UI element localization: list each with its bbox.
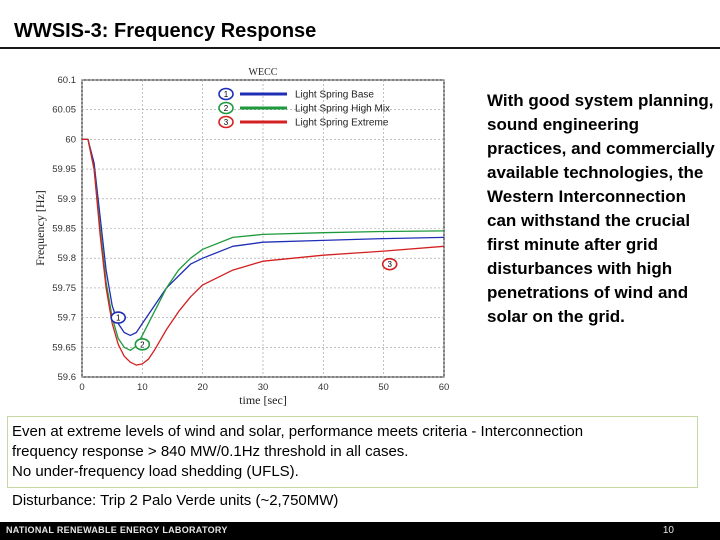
- callout-line: No under-frequency load shedding (UFLS).: [12, 463, 299, 480]
- legend-marker-label: 3: [224, 118, 229, 127]
- x-axis-label: time [sec]: [239, 393, 287, 407]
- disturbance-note: Disturbance: Trip 2 Palo Verde units (~2…: [12, 492, 339, 509]
- series-line-1: [82, 138, 445, 337]
- legend-entry-1: 1 Light Spring Base: [218, 87, 374, 101]
- footer-lab-name: NATIONAL RENEWABLE ENERGY LABORATORY: [6, 525, 228, 535]
- chart-title: WECC: [249, 67, 278, 78]
- marker-oval: [110, 311, 126, 324]
- legend-label: Light Spring High Mix: [295, 104, 390, 115]
- y-tick-label: 60.1: [58, 75, 77, 86]
- y-tick-label: 59.6: [58, 372, 77, 383]
- y-tick-label: 59.75: [52, 283, 76, 294]
- x-tick-labels: 0 10 20 30 40 50 60: [79, 382, 449, 393]
- y-axis-label: Frequency [Hz]: [33, 190, 47, 266]
- y-tick-label: 60: [65, 134, 76, 145]
- legend: 1 Light Spring Base 2 Light Spring High Mix…: [218, 87, 390, 129]
- side-explanation-text: With good system planning, sound enginee…: [487, 91, 715, 326]
- y-tick-label: 59.7: [58, 313, 77, 324]
- legend-marker: [218, 101, 234, 115]
- title-divider: [0, 47, 720, 49]
- marker-oval: [381, 257, 398, 271]
- legend-entry-2: 2 Light Spring High Mix: [218, 101, 390, 115]
- y-tick-label: 59.95: [52, 164, 76, 175]
- x-tick-label: 20: [197, 382, 208, 393]
- y-tick-labels: 60.1 60.05 60 59.95 59.9 59.85 59.8 59.75 59.7 59…: [52, 75, 76, 383]
- page-number: 10: [662, 525, 674, 536]
- series-lines: [82, 138, 445, 366]
- legend-label: Light Spring Extreme: [295, 118, 389, 129]
- callout-line: frequency response > 840 MW/0.1Hz thresh…: [12, 443, 409, 460]
- x-tick-label: 30: [258, 382, 269, 393]
- series-line-2: [82, 138, 445, 351]
- footer-bar: NATIONAL RENEWABLE ENERGY LABORATORY 10: [0, 522, 720, 540]
- legend-marker-label: 2: [224, 104, 229, 113]
- curve-marker-1: 1: [110, 311, 126, 324]
- x-tick-label: 10: [137, 382, 148, 393]
- legend-marker: [218, 87, 234, 101]
- y-tick-label: 59.8: [58, 253, 77, 264]
- callout-line: Even at extreme levels of wind and solar…: [12, 423, 584, 440]
- marker-oval: [134, 338, 151, 351]
- marker-label: 1: [116, 314, 121, 323]
- x-tick-label: 50: [378, 382, 389, 393]
- legend-label: Light Spring Base: [295, 90, 374, 101]
- series-line-3: [82, 138, 445, 366]
- legend-marker-label: 1: [224, 90, 229, 99]
- y-tick-label: 60.05: [52, 105, 76, 116]
- y-tick-label: 59.85: [52, 224, 76, 235]
- legend-entry-3: 3 Light Spring Extreme: [218, 115, 389, 129]
- x-tick-label: 60: [439, 382, 450, 393]
- curve-marker-3: 3: [381, 257, 398, 271]
- marker-label: 2: [140, 340, 145, 349]
- x-tick-label: 0: [79, 382, 84, 393]
- curve-marker-2: 2: [134, 338, 151, 351]
- slide-title: WWSIS-3: Frequency Response: [14, 20, 317, 42]
- x-tick-label: 40: [318, 382, 329, 393]
- marker-label: 3: [387, 260, 392, 269]
- y-tick-label: 59.9: [58, 194, 77, 205]
- curve-markers: 1 2 3: [110, 257, 398, 351]
- frequency-response-chart: 60.1 60.05 60 59.95 59.9 59.85 59.8 59.75 59.7 59…: [33, 67, 449, 407]
- legend-marker: [218, 115, 234, 129]
- y-tick-label: 59.65: [52, 342, 76, 353]
- results-callout-box: Even at extreme levels of wind and solar…: [7, 416, 698, 488]
